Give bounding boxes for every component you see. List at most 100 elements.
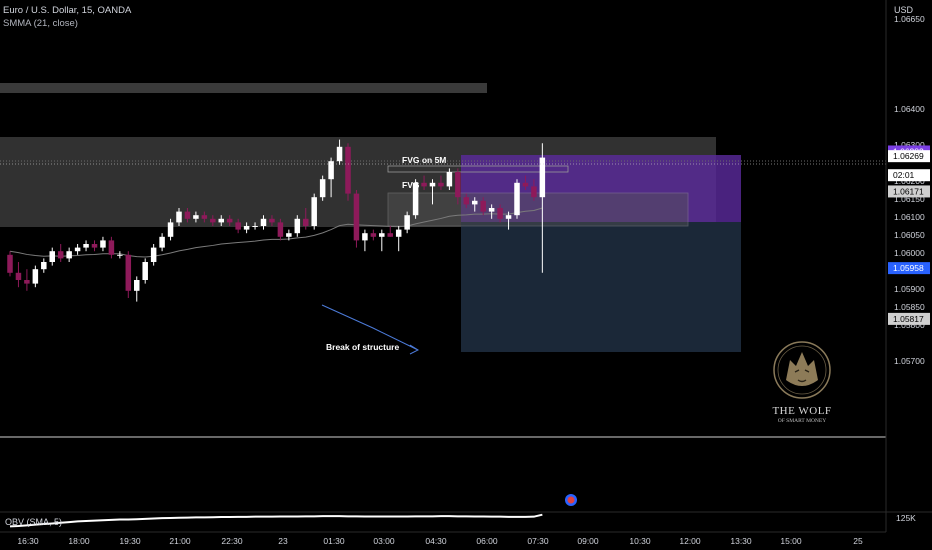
candle [142, 258, 148, 284]
candle [74, 244, 81, 255]
candle [269, 215, 275, 226]
obv-line [9, 513, 543, 528]
candle [176, 208, 182, 226]
x-tick-label: 01:30 [323, 536, 345, 546]
candle [311, 193, 317, 230]
x-tick-label: 21:00 [169, 536, 191, 546]
indicator-label[interactable]: SMMA (21, close) [3, 18, 78, 29]
candle [362, 229, 368, 252]
candle [15, 262, 22, 288]
x-tick-label: 09:00 [577, 536, 599, 546]
candle [539, 143, 546, 273]
candle [286, 229, 292, 241]
candle [108, 236, 115, 259]
x-tick-label: 25 [853, 536, 863, 546]
candle-body [353, 193, 360, 241]
candle-body [539, 157, 546, 198]
price-tag-bg [888, 169, 930, 182]
x-tick-label: 06:00 [476, 536, 498, 546]
candle-body [142, 262, 148, 280]
candle [117, 251, 123, 259]
price-tag: 1.06171 [888, 185, 930, 198]
candle [100, 236, 106, 252]
candle-body [235, 222, 241, 230]
y-tick-label: 1.05900 [894, 284, 925, 294]
candle-body [311, 197, 317, 226]
candle [395, 226, 402, 252]
currency-label[interactable]: USD [894, 5, 914, 15]
candle [387, 226, 393, 237]
bos-arrow [321, 304, 420, 355]
candle-body [455, 172, 461, 198]
candle [522, 175, 529, 190]
candle [505, 211, 512, 230]
candle [83, 240, 89, 252]
zones-layer [0, 83, 886, 438]
candle-body [83, 244, 89, 248]
candle-body [429, 182, 436, 187]
candle [252, 222, 258, 230]
candle-body [277, 222, 284, 237]
candle-body [260, 218, 267, 226]
x-tick-label: 19:30 [119, 536, 141, 546]
candle-body [150, 247, 157, 262]
price-tag-bg [888, 185, 930, 198]
candle-body [167, 222, 174, 237]
candle [134, 276, 140, 302]
obv-scale-label: 125K [896, 513, 916, 523]
candle [328, 157, 334, 198]
candle [235, 218, 241, 234]
candle-body [472, 200, 478, 205]
candle [497, 204, 503, 223]
chart-title[interactable]: Euro / U.S. Dollar, 15, OANDA [3, 5, 132, 16]
candle [404, 211, 410, 234]
smma-layer [9, 207, 543, 258]
candle-body [125, 254, 132, 291]
candle-body [100, 240, 106, 248]
x-tick-label: 18:00 [68, 536, 90, 546]
candle-body [252, 226, 258, 227]
resistance-zone-upper [0, 83, 487, 93]
candle-body [421, 182, 427, 187]
candle [7, 251, 13, 277]
candle [463, 193, 470, 208]
candle [91, 240, 98, 252]
price-tag: 02:01 [888, 169, 930, 182]
candle-body [505, 215, 512, 219]
x-tick-label: 16:30 [17, 536, 39, 546]
x-tick-label: 10:30 [629, 536, 651, 546]
candle [159, 233, 165, 252]
candle-body [345, 146, 351, 194]
candle [294, 215, 301, 237]
candle-body [319, 179, 326, 198]
candle-body [210, 218, 216, 223]
y-tick-label: 1.06650 [894, 14, 925, 24]
candle [201, 211, 208, 223]
candle [167, 218, 174, 241]
x-tick-label: 12:00 [679, 536, 701, 546]
candle [379, 229, 385, 252]
x-tick-label: 07:30 [527, 536, 549, 546]
candle-body [328, 161, 334, 180]
candle-body [108, 240, 115, 255]
candle-body [404, 215, 410, 230]
obv-event-marker-inner [567, 496, 575, 504]
candle-body [41, 262, 47, 270]
candle [412, 179, 419, 219]
price-tag-text: 1.06171 [893, 186, 924, 196]
candle-body [201, 215, 208, 219]
candle [24, 269, 30, 291]
candle-body [438, 182, 444, 187]
candle [472, 197, 478, 212]
obv-indicator-label[interactable]: OBV (SMA, 5) [5, 517, 63, 527]
candle-body [362, 233, 368, 241]
candle [66, 247, 72, 262]
obv-pane: 125K [0, 494, 932, 528]
candle [345, 143, 351, 201]
y-tick-label: 1.06050 [894, 230, 925, 240]
wolf-logo-icon [773, 341, 831, 399]
candle [150, 244, 157, 266]
candle [446, 168, 453, 190]
candle-body [243, 226, 250, 230]
